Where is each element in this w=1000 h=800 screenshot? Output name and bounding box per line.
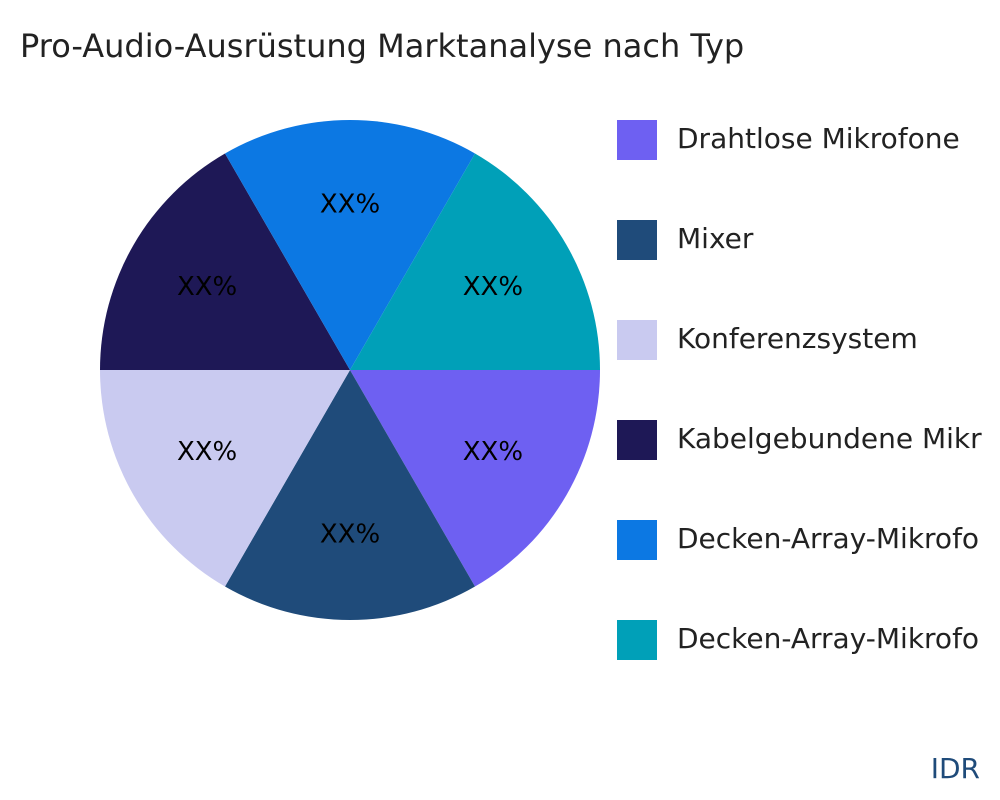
legend-swatch <box>617 220 657 260</box>
slice-label: XX% <box>177 272 237 302</box>
legend-label: Decken-Array-Mikrofo <box>677 622 979 655</box>
slice-label: XX% <box>177 437 237 467</box>
watermark: IDR <box>931 752 980 785</box>
slice-label: XX% <box>463 437 523 467</box>
slice-label: XX% <box>320 520 380 550</box>
chart-title: Pro-Audio-Ausrüstung Marktanalyse nach T… <box>20 27 744 65</box>
legend-swatch <box>617 120 657 160</box>
legend-swatch <box>617 520 657 560</box>
pie-slice <box>350 370 600 587</box>
slice-label: XX% <box>463 272 523 302</box>
legend-swatch <box>617 620 657 660</box>
slice-label: XX% <box>320 190 380 220</box>
pie-slice <box>100 153 350 370</box>
legend-label: Decken-Array-Mikrofo <box>677 522 979 555</box>
legend-swatch <box>617 320 657 360</box>
pie-slice <box>100 370 350 587</box>
legend-label: Drahtlose Mikrofone <box>677 122 960 155</box>
pie-slice <box>225 119 475 370</box>
legend-label: Kabelgebundene Mikr <box>677 422 982 455</box>
legend-swatch <box>617 420 657 460</box>
legend-label: Konferenzsystem <box>677 322 918 355</box>
legend-label: Mixer <box>677 222 754 255</box>
pie-slice <box>350 153 600 370</box>
pie-slice <box>225 370 475 620</box>
